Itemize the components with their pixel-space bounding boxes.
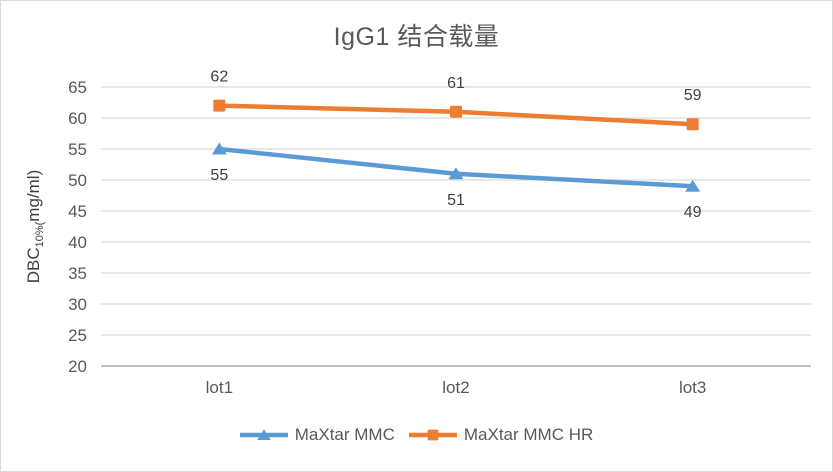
y-tick-label: 40 [68, 233, 87, 252]
chart-title: IgG1 结合载量 [333, 23, 500, 51]
data-label: 59 [684, 87, 702, 104]
y-tick-label: 45 [68, 202, 87, 221]
legend-label: MaXtar MMC [294, 425, 395, 444]
data-label: 62 [210, 69, 228, 86]
x-category-label: lot3 [679, 378, 706, 397]
legend-entry: MaXtar MMC HR [408, 425, 594, 445]
x-category-label: lot1 [206, 378, 233, 397]
data-point-marker [686, 118, 699, 131]
y-tick-label: 25 [68, 326, 87, 345]
data-label: 61 [447, 75, 465, 92]
data-point-marker [685, 179, 701, 192]
y-tick-label: 55 [68, 140, 87, 159]
data-point-marker [448, 167, 464, 180]
legend-label: MaXtar MMC HR [463, 425, 594, 444]
data-label: 51 [447, 192, 465, 209]
legend: MaXtar MMC MaXtar MMC HR [1, 425, 832, 445]
data-label: 55 [210, 167, 228, 184]
data-point-marker [450, 105, 462, 118]
y-tick-label: 30 [68, 295, 87, 314]
x-category-label: lot2 [442, 378, 469, 397]
legend-line-triangle-icon [239, 429, 288, 440]
y-tick-label: 50 [68, 171, 87, 190]
y-tick-label: 65 [68, 78, 87, 97]
data-point-marker [256, 429, 271, 440]
legend-line-square-icon [408, 429, 457, 441]
legend-entry: MaXtar MMC [239, 425, 395, 445]
y-tick-label: 20 [68, 357, 87, 376]
y-tick-label: 60 [68, 109, 87, 128]
y-axis-title: DBC10%(mg/ml) [24, 170, 46, 284]
data-label: 49 [684, 204, 702, 221]
data-point-marker [427, 429, 439, 441]
data-point-marker [211, 142, 227, 155]
data-point-marker [213, 99, 226, 112]
y-tick-label: 35 [68, 264, 87, 283]
